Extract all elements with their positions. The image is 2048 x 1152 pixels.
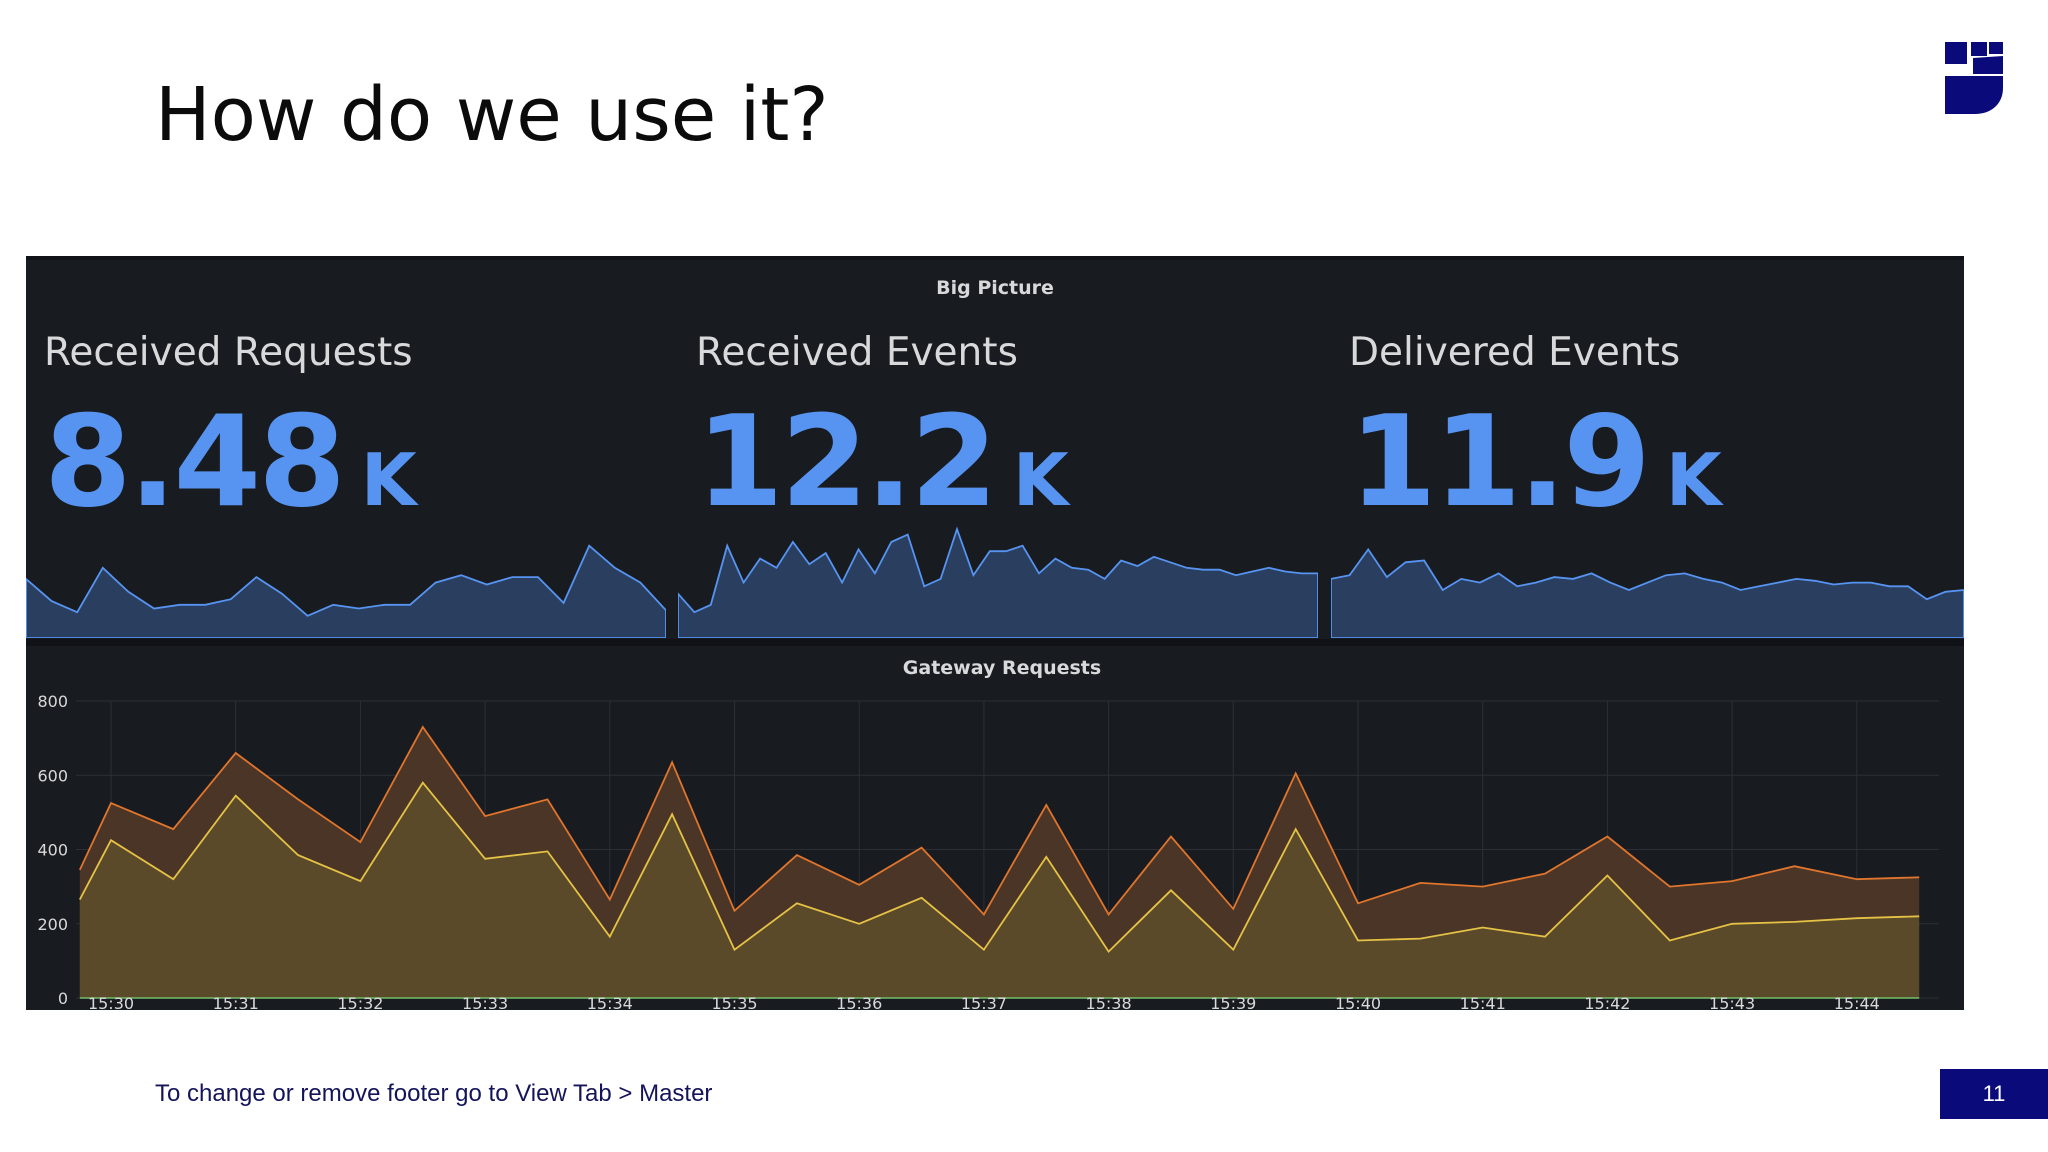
x-tick-label: 15:32 [337,994,383,1010]
stat-value: 11.9 K [1349,388,1722,535]
series-line-outer [78,725,1920,917]
x-tick-label: 15:41 [1460,994,1506,1010]
y-axis-ticks: 800 600 400 200 0 [37,692,68,1008]
stat-panel-received-events[interactable]: Received Events 12.2 K [678,260,1318,639]
stat-unit: K [1012,438,1069,522]
stat-value: 8.48 K [44,388,417,535]
x-tick-label: 15:31 [213,994,259,1010]
y-tick-label: 200 [37,915,68,934]
stat-label: Received Events [696,330,1018,375]
page-number: 11 [1940,1069,2048,1119]
x-tick-label: 15:39 [1210,994,1256,1010]
y-tick-label: 400 [37,841,68,860]
sparkline [26,544,666,638]
stat-number: 8.48 [44,388,346,535]
slide-title: How do we use it? [155,72,829,158]
x-axis-ticks: 15:30 15:31 15:32 15:33 15:34 15:35 15:36 15:37… [88,994,1880,1010]
x-tick-label: 15:35 [711,994,757,1010]
stat-panel-received-requests[interactable]: Received Requests 8.48 K [26,260,666,639]
stat-label: Received Requests [44,330,413,375]
chart-title: Gateway Requests [903,657,1101,679]
x-tick-label: 15:36 [836,994,882,1010]
y-tick-label: 600 [37,766,68,785]
sparkline-area [1331,547,1964,638]
company-logo [1945,42,2003,114]
y-tick-label: 800 [37,692,68,711]
y-tick-label: 0 [58,989,68,1008]
stat-label: Delivered Events [1349,330,1681,375]
stat-number: 11.9 [1349,388,1651,535]
x-tick-label: 15:34 [587,994,633,1010]
x-tick-label: 15:44 [1834,994,1880,1010]
grafana-dashboard: Big Picture Received Requests 8.48 K Rece… [26,256,1964,1010]
x-tick-label: 15:42 [1584,994,1630,1010]
series-line-inner [79,781,1920,954]
series-area-inner [79,782,1920,998]
x-tick-label: 15:33 [462,994,508,1010]
big-picture-row: Big Picture Received Requests 8.48 K Rece… [26,260,1964,639]
x-tick-label: 15:40 [1335,994,1381,1010]
sparkline-area [678,526,1318,638]
sparkline [1331,547,1964,638]
x-tick-label: 15:38 [1086,994,1132,1010]
x-tick-label: 15:43 [1709,994,1755,1010]
stat-value: 12.2 K [696,388,1069,535]
stat-unit: K [360,438,417,522]
gateway-requests-panel[interactable]: Gateway Requests 800 600 400 200 0 15:30 15:3… [26,646,1964,1010]
stat-panel-delivered-events[interactable]: Delivered Events 11.9 K [1331,260,1964,639]
sparkline [678,526,1318,638]
sparkline-area [26,544,666,638]
footer-text: To change or remove footer go to View Ta… [155,1080,713,1107]
stat-number: 12.2 [696,388,998,535]
x-tick-label: 15:30 [88,994,134,1010]
stat-unit: K [1665,438,1722,522]
x-tick-label: 15:37 [961,994,1007,1010]
series-areas [78,725,1920,999]
big-picture-title: Big Picture [936,277,1054,299]
